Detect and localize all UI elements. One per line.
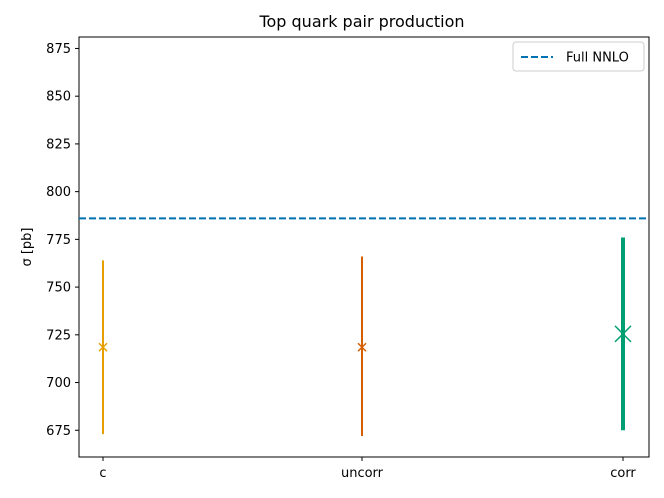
y-tick-label-825: 825: [46, 137, 71, 152]
y-axis-label: σ [pb]: [20, 227, 35, 266]
marker-c: [98, 342, 108, 352]
legend: Full NNLO: [512, 41, 645, 72]
chart-title: Top quark pair production: [258, 12, 464, 31]
y-tick-label-800: 800: [46, 185, 71, 200]
y-tick-label-750: 750: [46, 281, 71, 296]
y-tick-label-850: 850: [46, 90, 71, 105]
x-tick-label-uncorr: uncorr: [341, 466, 384, 481]
y-tick-label-775: 775: [46, 233, 71, 248]
y-tick-label-675: 675: [46, 424, 71, 439]
marker-corr: [614, 325, 632, 343]
x-tick-label-c: c: [99, 466, 106, 481]
plot-area: 675 700 725 750 775 800 825 850 875 c uncorr corr: [46, 36, 650, 481]
y-tick-label-725: 725: [46, 328, 71, 343]
legend-label-full-nnlo: Full NNLO: [566, 51, 629, 66]
y-tick-label-875: 875: [46, 42, 71, 57]
y-tick-label-700: 700: [46, 376, 71, 391]
axes-frame: [78, 36, 650, 458]
legend-frame: [512, 41, 645, 72]
x-tick-label-corr: corr: [610, 466, 636, 481]
marker-uncorr: [357, 342, 367, 352]
